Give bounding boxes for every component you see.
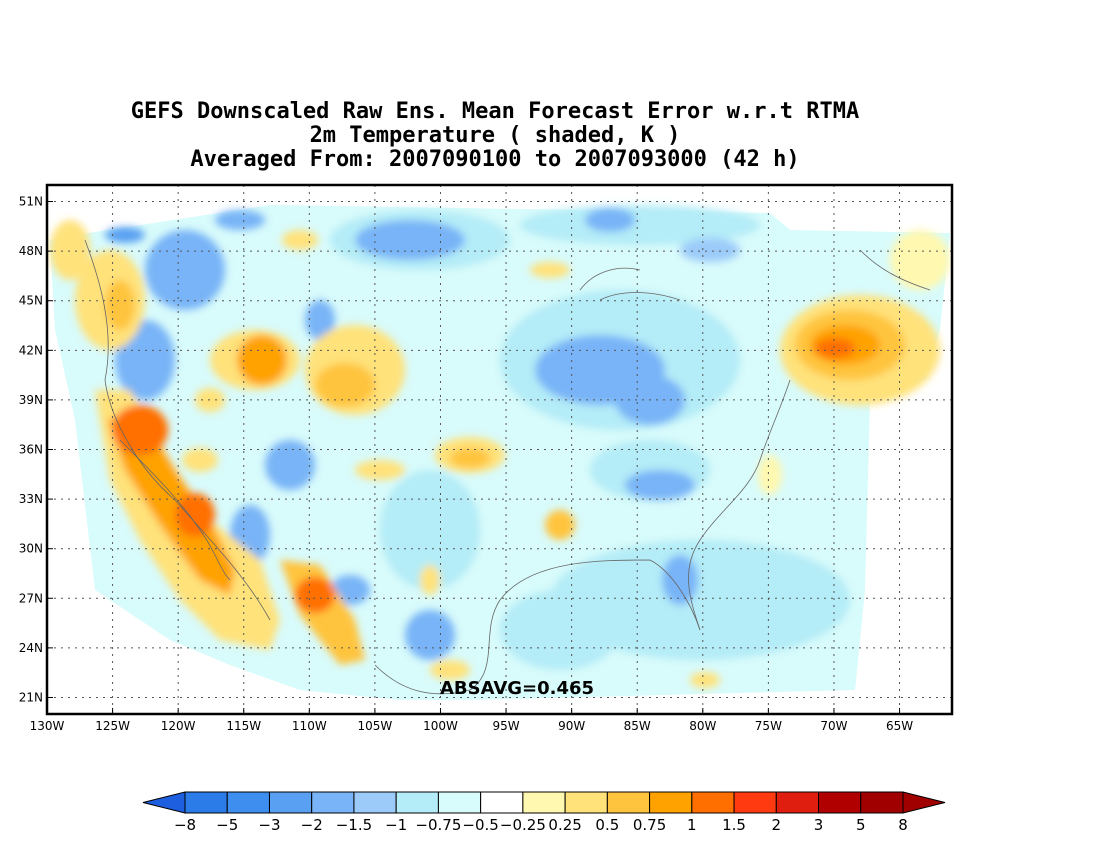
colorbar-swatch: [860, 791, 904, 814]
map-panel: [47, 185, 952, 714]
colorbar-swatch: [395, 791, 439, 814]
lon-tick-label: 90W: [558, 719, 585, 733]
lat-tick-label: 45N: [19, 294, 43, 308]
colorbar-swatch: [480, 791, 524, 814]
lon-tick-label: 125W: [95, 719, 130, 733]
lon-tick-label: 120W: [161, 719, 196, 733]
colorbar-label: −3: [258, 816, 280, 834]
lat-tick-label: 27N: [19, 591, 43, 605]
colorbar-label: 0.75: [633, 816, 666, 834]
lat-tick-label: 24N: [19, 641, 43, 655]
lat-tick-label: 42N: [19, 343, 43, 357]
lat-tick-label: 36N: [19, 443, 43, 457]
colorbar-swatch: [606, 791, 651, 814]
colorbar-under-triangle: [142, 791, 186, 814]
colorbar-label: 1.5: [722, 816, 746, 834]
coastlines: [84, 239, 931, 695]
colorbar-label: −8: [174, 816, 196, 834]
colorbar-swatch: [522, 791, 566, 814]
colorbar-swatch: [564, 791, 608, 814]
lon-tick-label: 130W: [30, 719, 65, 733]
colorbar-label: −5: [216, 816, 238, 834]
colorbar-swatch: [775, 791, 820, 814]
colorbar-label: −0.75: [415, 816, 461, 834]
colorbar-swatch: [226, 791, 270, 814]
colorbar-label: −2: [301, 816, 323, 834]
colorbar-label: 5: [856, 816, 866, 834]
title-line-3: Averaged From: 2007090100 to 2007093000 …: [190, 147, 800, 172]
title-line-2: 2m Temperature ( shaded, K ): [309, 123, 681, 148]
lon-tick-label: 110W: [292, 719, 327, 733]
figure-title: GEFS Downscaled Raw Ens. Mean Forecast E…: [0, 100, 990, 172]
lon-tick-label: 65W: [886, 719, 913, 733]
lon-tick-label: 115W: [226, 719, 261, 733]
lat-tick-label: 30N: [19, 542, 43, 556]
lon-tick-label: 70W: [820, 719, 847, 733]
colorbar-swatch: [268, 791, 313, 814]
lon-tick-label: 85W: [624, 719, 651, 733]
colorbar-swatch: [691, 791, 735, 814]
colorbar-swatch: [353, 791, 397, 814]
lon-tick-label: 95W: [492, 719, 519, 733]
colorbar-label: 2: [772, 816, 782, 834]
lon-tick-label: 80W: [689, 719, 716, 733]
colorbar-swatch: [649, 791, 693, 814]
lat-tick-label: 48N: [19, 244, 43, 258]
colorbar-over-triangle: [902, 791, 946, 814]
colorbar-label: 0.25: [548, 816, 581, 834]
colorbar-swatch: [733, 791, 777, 814]
latitude-axis: 21N 24N 27N 30N 33N 36N 39N 42N 45N 48N 51N: [19, 195, 53, 704]
colorbar-swatch: [818, 791, 862, 814]
lat-tick-label: 33N: [19, 492, 43, 506]
colorbar: −8 −5 −3 −2 −1.5 −1 −0.75 −0.5 −0.25 0.25 0.5 0.75 1…: [142, 791, 946, 834]
title-line-1: GEFS Downscaled Raw Ens. Mean Forecast E…: [130, 99, 860, 124]
lat-tick-label: 21N: [19, 690, 43, 704]
lat-tick-label: 51N: [19, 195, 43, 209]
lat-tick-label: 39N: [19, 393, 43, 407]
colorbar-label: 1: [687, 816, 697, 834]
colorbar-swatch: [311, 791, 355, 814]
lon-tick-label: 100W: [423, 719, 458, 733]
colorbar-swatch: [437, 791, 482, 814]
colorbar-label: 0.5: [595, 816, 619, 834]
colorbar-label: −0.25: [500, 816, 546, 834]
colorbar-label: 3: [814, 816, 824, 834]
lon-tick-label: 75W: [755, 719, 782, 733]
colorbar-label: −1.5: [336, 816, 372, 834]
colorbar-label: 8: [898, 816, 908, 834]
colorbar-swatch: [184, 791, 228, 814]
error-field: [50, 205, 950, 688]
lon-tick-label: 105W: [358, 719, 393, 733]
colorbar-label: −1: [385, 816, 407, 834]
colorbar-label: −0.5: [462, 816, 498, 834]
absavg-annotation: ABSAVG=0.465: [440, 678, 594, 699]
longitude-axis: 130W 125W 120W 115W 110W 105W 100W 95W 90W 85W 80W…: [30, 708, 913, 733]
